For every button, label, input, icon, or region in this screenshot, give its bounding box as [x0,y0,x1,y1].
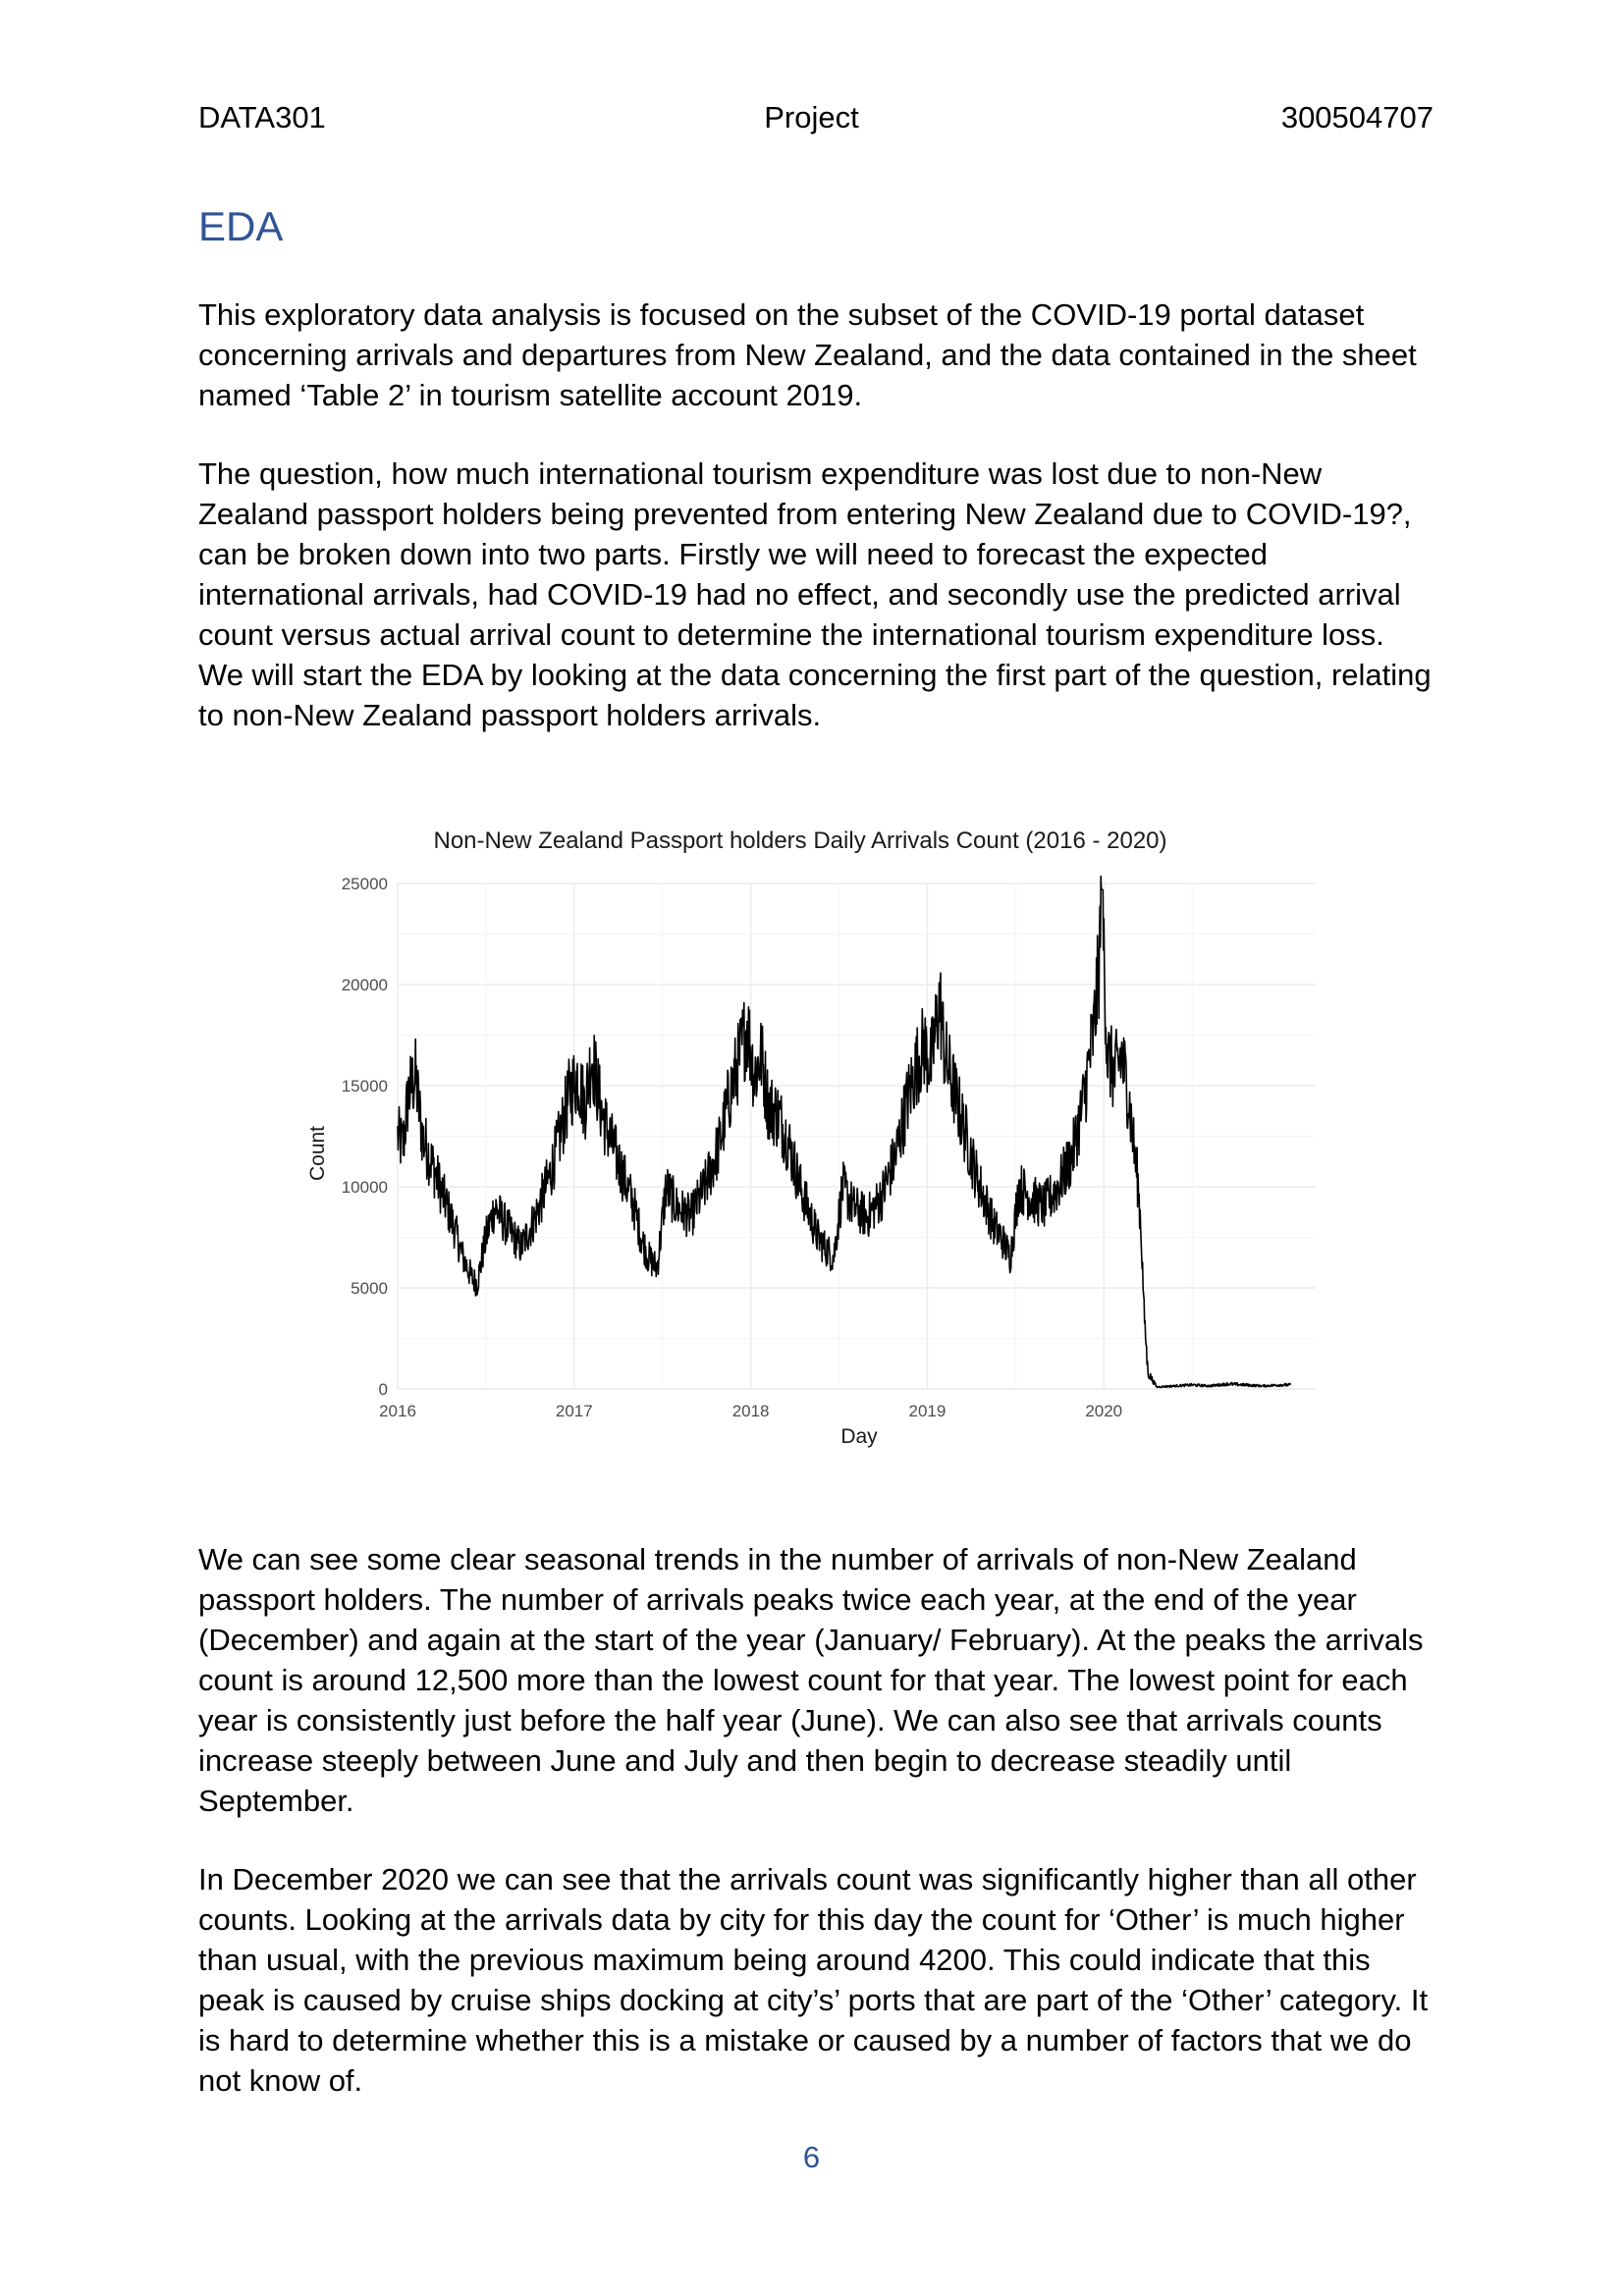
y-tick-label: 15000 [342,1077,388,1095]
arrivals-series-line [397,875,1292,1389]
header-course-code: DATA301 [198,100,326,134]
x-tick-label: 2020 [1085,1402,1122,1420]
paragraph-seasonal-trends: We can see some clear seasonal trends in… [198,1542,1424,1818]
header-student-id: 300504707 [1280,100,1434,134]
y-tick-label: 0 [379,1380,388,1399]
y-tick-label: 25000 [342,875,388,893]
section-heading: EDA [198,203,284,249]
y-tick-label: 20000 [342,976,388,994]
x-tick-label: 2016 [379,1402,416,1420]
x-tick-labels: 2016 2017 2018 2019 2020 [379,1402,1122,1420]
header-title: Project [764,100,859,134]
x-axis-label: Day [840,1425,878,1448]
paragraph-question: The question, how much international tou… [198,456,1432,732]
y-tick-labels: 0 5000 10000 15000 20000 25000 [342,875,388,1399]
y-axis-label: Count [306,1126,329,1181]
x-tick-label: 2018 [732,1402,770,1420]
paragraph-december-peak: In December 2020 we can see that the arr… [198,1862,1429,2098]
x-tick-label: 2017 [556,1402,593,1420]
x-tick-label: 2019 [909,1402,947,1420]
chart-title: Non-New Zealand Passport holders Daily A… [433,828,1166,854]
y-tick-label: 10000 [342,1178,388,1197]
page-number: 6 [802,2140,821,2174]
paragraph-intro: This exploratory data analysis is focuse… [198,297,1417,412]
chart-grid [397,882,1316,1390]
y-tick-label: 5000 [351,1279,388,1298]
